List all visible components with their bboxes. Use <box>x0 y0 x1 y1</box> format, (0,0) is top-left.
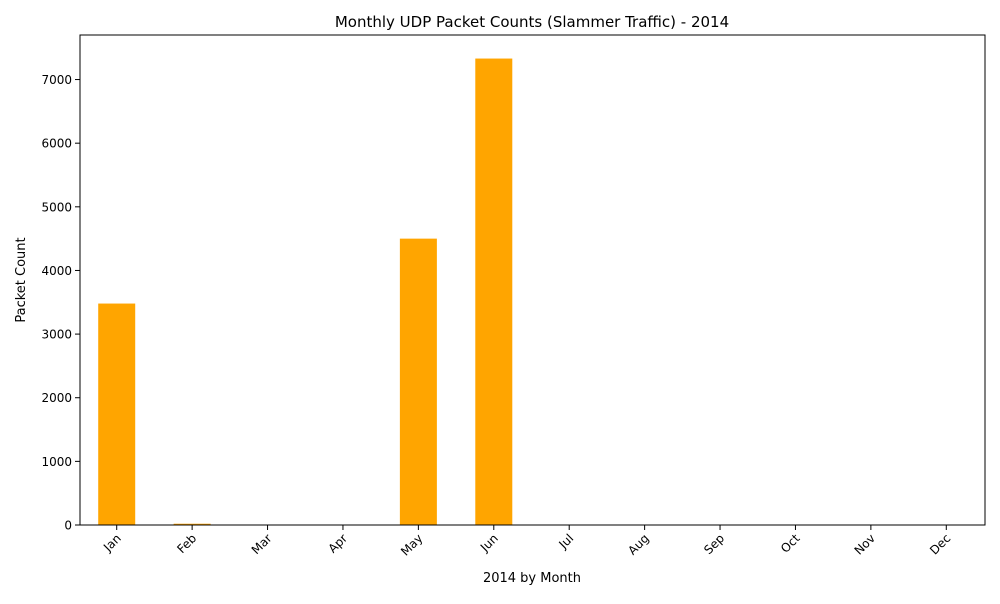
x-axis-label: 2014 by Month <box>483 571 581 586</box>
plot-frame <box>79 34 986 526</box>
x-tick-label-oct: Oct <box>778 531 803 556</box>
y-tick-label: 0 <box>64 519 72 533</box>
y-tick-label: 1000 <box>41 455 72 469</box>
x-tick-label-jul: Jul <box>555 531 576 552</box>
chart-title: Monthly UDP Packet Counts (Slammer Traff… <box>335 13 729 31</box>
x-tick-label-mar: Mar <box>249 531 275 557</box>
x-tick-label-nov: Nov <box>852 531 878 557</box>
bar-feb <box>173 523 211 525</box>
y-tick-label: 2000 <box>41 391 72 405</box>
y-axis-label: Packet Count <box>14 237 29 322</box>
y-tick-label: 7000 <box>41 73 72 87</box>
x-tick-label-may: May <box>398 531 425 558</box>
plot-area: 0 1000 2000 3000 4000 5000 6000 7000 Jan Feb Mar Ap… <box>41 34 986 559</box>
y-tick-label: 5000 <box>41 200 72 214</box>
x-tick-label-dec: Dec <box>927 531 953 557</box>
y-tick-label: 3000 <box>41 328 72 342</box>
x-tick-label-sep: Sep <box>701 531 727 557</box>
x-tick-label-jun: Jun <box>477 531 501 555</box>
x-tick-label-aug: Aug <box>625 531 651 557</box>
bar-may <box>399 238 437 525</box>
x-tick-label-apr: Apr <box>325 531 350 556</box>
bar-jun <box>475 58 513 526</box>
x-tick-label-feb: Feb <box>174 531 199 556</box>
y-tick-label: 6000 <box>41 137 72 151</box>
x-tick-label-jan: Jan <box>100 531 124 555</box>
y-tick-label: 4000 <box>41 264 72 278</box>
bar-jan <box>98 303 136 525</box>
